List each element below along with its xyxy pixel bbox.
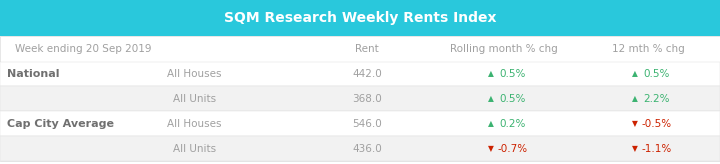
Text: ▼: ▼	[488, 144, 494, 153]
Text: ▼: ▼	[632, 119, 638, 128]
Text: 0.2%: 0.2%	[500, 119, 526, 129]
Text: ▼: ▼	[632, 144, 638, 153]
Text: All Houses: All Houses	[167, 69, 222, 79]
Text: -1.1%: -1.1%	[642, 144, 672, 154]
Text: 442.0: 442.0	[352, 69, 382, 79]
Text: ▲: ▲	[632, 70, 638, 78]
Text: SQM Research Weekly Rents Index: SQM Research Weekly Rents Index	[224, 11, 496, 25]
FancyBboxPatch shape	[0, 0, 720, 36]
FancyBboxPatch shape	[0, 111, 720, 136]
Text: 0.5%: 0.5%	[500, 69, 526, 79]
Text: 12 mth % chg: 12 mth % chg	[611, 44, 685, 54]
Text: All Units: All Units	[173, 94, 216, 104]
Text: 2.2%: 2.2%	[644, 94, 670, 104]
Text: All Houses: All Houses	[167, 119, 222, 129]
Text: ▲: ▲	[488, 94, 494, 103]
Text: Week ending 20 Sep 2019: Week ending 20 Sep 2019	[14, 44, 151, 54]
Text: Rent: Rent	[356, 44, 379, 54]
Text: 0.5%: 0.5%	[644, 69, 670, 79]
Text: -0.7%: -0.7%	[498, 144, 528, 154]
Text: National: National	[7, 69, 60, 79]
Text: ▲: ▲	[632, 94, 638, 103]
Text: All Units: All Units	[173, 144, 216, 154]
FancyBboxPatch shape	[0, 36, 720, 62]
Text: ▲: ▲	[488, 70, 494, 78]
Text: 0.5%: 0.5%	[500, 94, 526, 104]
FancyBboxPatch shape	[0, 136, 720, 161]
Text: 436.0: 436.0	[352, 144, 382, 154]
Text: ▲: ▲	[488, 119, 494, 128]
FancyBboxPatch shape	[0, 86, 720, 111]
Text: -0.5%: -0.5%	[642, 119, 672, 129]
FancyBboxPatch shape	[0, 62, 720, 86]
Text: Cap City Average: Cap City Average	[7, 119, 114, 129]
Text: 546.0: 546.0	[352, 119, 382, 129]
Text: 368.0: 368.0	[352, 94, 382, 104]
Text: Rolling month % chg: Rolling month % chg	[450, 44, 558, 54]
